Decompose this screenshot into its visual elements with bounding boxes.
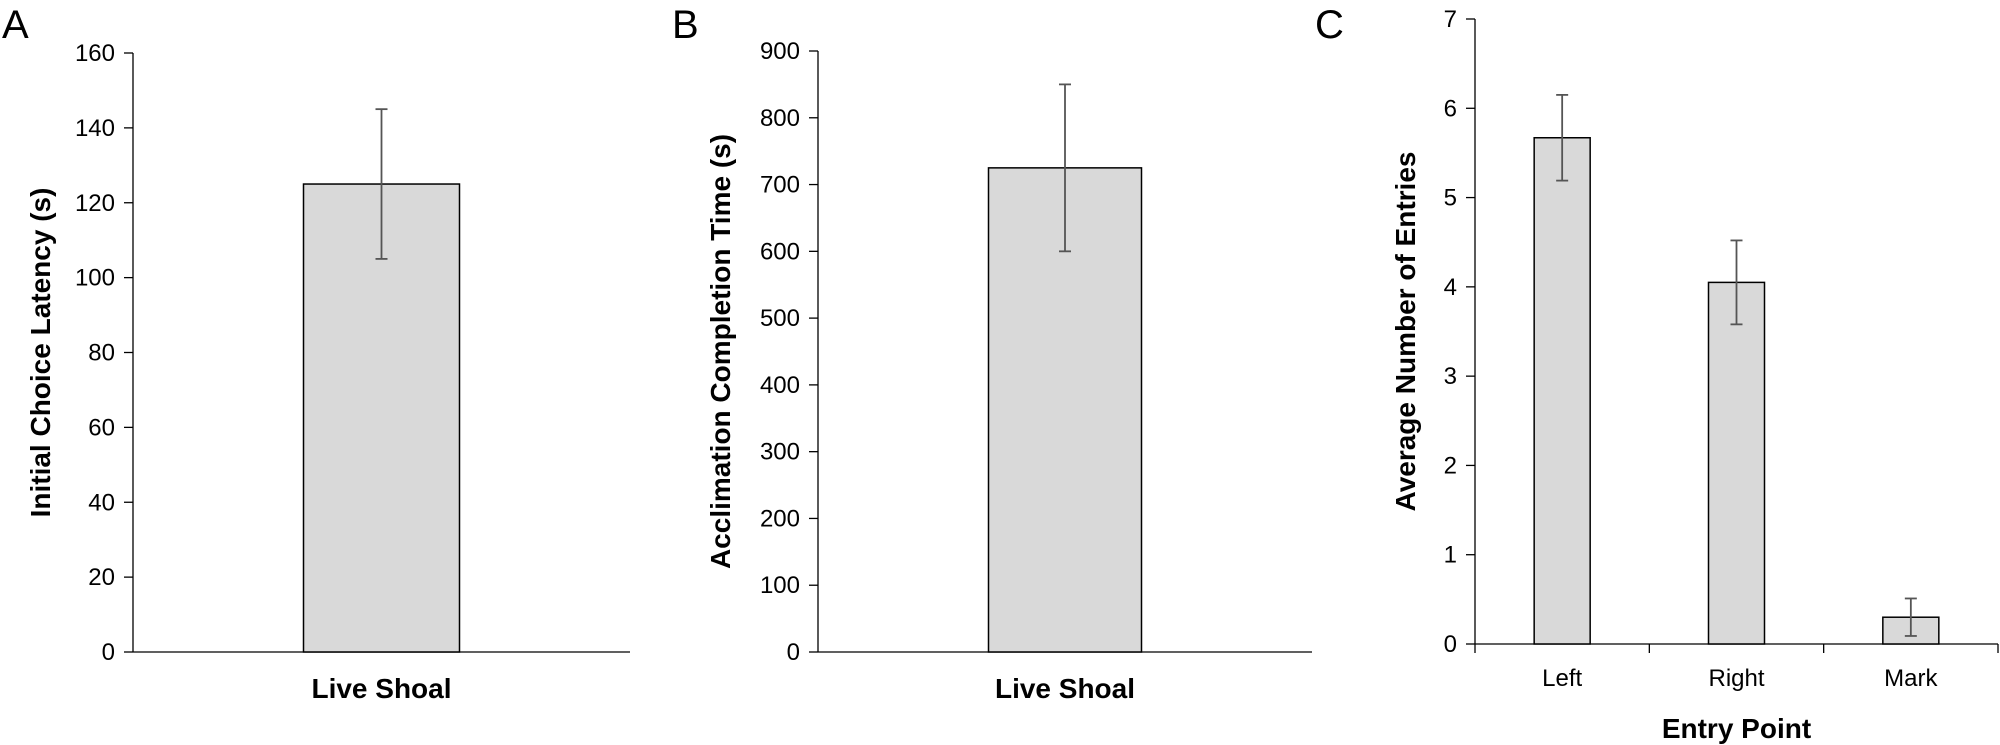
y-tick-label: 140 [75, 115, 115, 142]
category-label: Live Shoal [995, 673, 1135, 704]
y-tick-label: 20 [88, 564, 115, 591]
x-axis-title: Entry Point [1662, 713, 1811, 744]
y-tick-label: 80 [88, 340, 115, 367]
y-tick-label: 6 [1444, 95, 1457, 122]
panel-b: B 0 100 200 300 400 500 600 700 800 900 Acclimation… [672, 3, 1312, 704]
y-tick-label: 1 [1444, 542, 1457, 569]
y-tick-label: 200 [760, 505, 800, 532]
category-label: Right [1708, 665, 1764, 692]
y-tick-label: 0 [102, 639, 115, 666]
panel-letter-a: A [2, 3, 29, 47]
y-tick-label: 100 [75, 265, 115, 292]
y-tick-label: 4 [1444, 274, 1457, 301]
bar-live-shoal [302, 183, 461, 653]
y-tick-label: 7 [1444, 6, 1457, 33]
y-tick-label: 600 [760, 238, 800, 265]
panel-letter-b: B [672, 3, 699, 47]
y-axis-title: Acclimation Completion Time (s) [705, 134, 736, 569]
y-tick-label: 120 [75, 190, 115, 217]
category-label: Mark [1884, 665, 1938, 692]
y-tick-label: 800 [760, 105, 800, 132]
y-tick-label: 0 [1444, 631, 1457, 658]
y-tick-label: 60 [88, 414, 115, 441]
y-tick-label: 700 [760, 172, 800, 199]
y-axis-title: Average Number of Entries [1390, 152, 1421, 512]
panel-c: C 0 1 2 3 4 5 6 7 Average Number of Entries Left Ri… [1315, 3, 1999, 744]
category-label: Live Shoal [311, 673, 451, 704]
y-tick-label: 100 [760, 572, 800, 599]
bar-left [1533, 137, 1591, 645]
category-label: Left [1542, 665, 1582, 692]
panel-a: A 0 20 40 60 80 100 120 140 160 Initial Choice Lat… [2, 3, 630, 704]
y-tick-label: 0 [787, 639, 800, 666]
y-tick-label: 900 [760, 38, 800, 65]
y-tick-label: 500 [760, 305, 800, 332]
y-axis-title: Initial Choice Latency (s) [25, 188, 56, 518]
y-tick-label: 40 [88, 489, 115, 516]
y-tick-label: 2 [1444, 452, 1457, 479]
panel-letter-c: C [1315, 3, 1344, 47]
y-tick-label: 300 [760, 439, 800, 466]
y-tick-label: 160 [75, 40, 115, 67]
y-tick-label: 5 [1444, 185, 1457, 212]
y-tick-label: 400 [760, 372, 800, 399]
y-tick-label: 3 [1444, 363, 1457, 390]
bar-right [1707, 281, 1766, 645]
